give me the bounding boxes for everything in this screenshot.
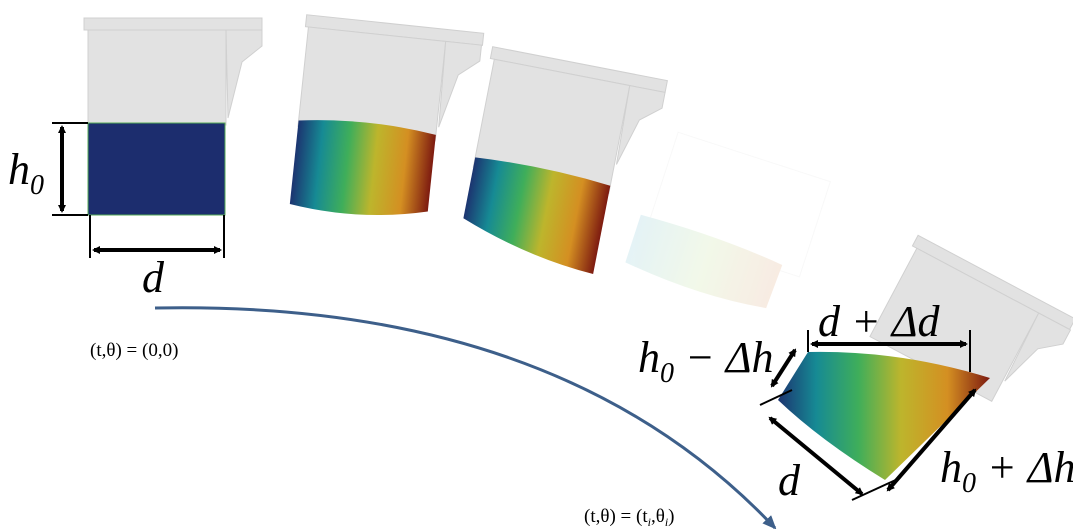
subscript: 0	[962, 468, 976, 499]
label-d-plus: d + Δd	[818, 297, 941, 346]
cup-step-1	[286, 15, 483, 226]
label-part: d	[778, 456, 801, 505]
label-part: d	[142, 253, 165, 302]
label-d-end: d	[778, 456, 801, 505]
label-part: h	[8, 145, 30, 194]
label-h0: h0	[8, 145, 44, 201]
subscript: 0	[30, 170, 44, 201]
label-part: h	[638, 333, 660, 382]
label-part: )	[668, 506, 674, 527]
label-part: (t,θ) = (0,0)	[90, 340, 178, 361]
label-part: (t,θ) = (t	[584, 506, 648, 527]
cup-step-3	[624, 129, 830, 319]
diagram: h0 d (t,θ) = (0,0) h0 − Δh d + Δd d h0 +…	[0, 0, 1073, 529]
label-part: ,θ	[651, 506, 665, 527]
label-h0-minus: h0 − Δh	[638, 333, 774, 389]
subscript: 0	[660, 358, 674, 389]
label-d: d	[142, 253, 165, 302]
label-part: − Δh	[674, 333, 774, 382]
label-part: h	[940, 443, 962, 492]
label-h0-plus: h0 + Δh	[940, 443, 1073, 499]
label-state-start: (t,θ) = (0,0)	[90, 340, 178, 361]
label-state-end: (t,θ) = (ti,θi)	[584, 506, 674, 529]
cup-initial	[52, 18, 262, 258]
label-part: + Δh	[976, 443, 1073, 492]
label-part: d + Δd	[818, 297, 941, 346]
